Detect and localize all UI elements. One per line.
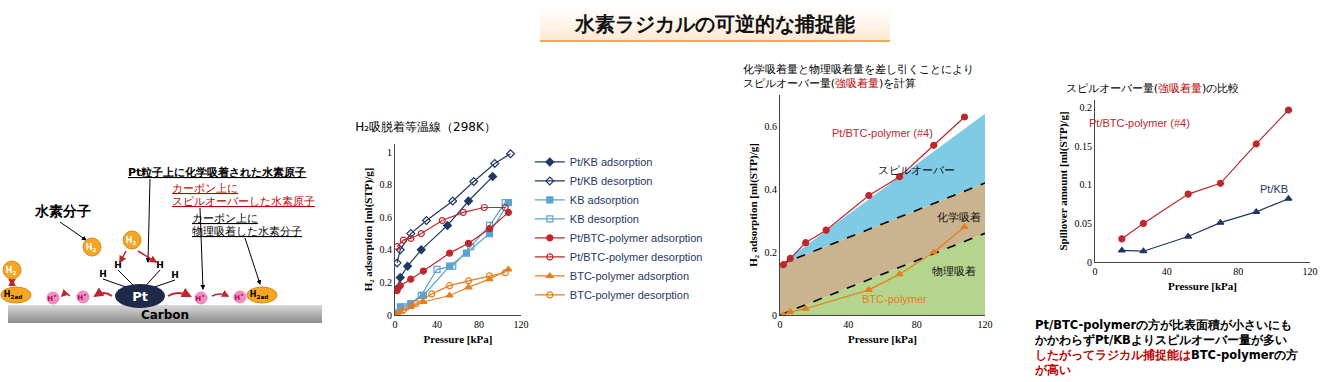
svg-text:Pressure [kPa]: Pressure [kPa]	[1168, 280, 1237, 292]
svg-text:H: H	[99, 269, 107, 279]
svg-text:80: 80	[1233, 266, 1243, 277]
svg-text:0.2: 0.2	[380, 277, 393, 288]
svg-text:0.2: 0.2	[765, 247, 778, 258]
svg-text:Pt/BTC-polymer desorption: Pt/BTC-polymer desorption	[570, 251, 703, 263]
svg-text:KB desorption: KB desorption	[570, 213, 639, 225]
svg-text:H•: H•	[77, 292, 86, 302]
svg-text:80: 80	[474, 319, 484, 330]
svg-text:H₂ adsorption [ml(STP)/g]: H₂ adsorption [ml(STP)/g]	[747, 143, 760, 267]
svg-text:1: 1	[387, 147, 392, 158]
svg-text:H₂ adsorption [ml(STP)/g]: H₂ adsorption [ml(STP)/g]	[362, 168, 375, 292]
svg-text:Pt/KB: Pt/KB	[1260, 183, 1288, 195]
svg-text:Pt: Pt	[132, 289, 148, 304]
svg-text:40: 40	[432, 319, 442, 330]
svg-text:Pressure [kPa]: Pressure [kPa]	[848, 333, 917, 345]
svg-text:スピルオーバー: スピルオーバー	[878, 164, 955, 177]
html-text:が高い: が高い	[1035, 363, 1071, 377]
svg-text:0.6: 0.6	[380, 212, 393, 223]
svg-text:0.05: 0.05	[1075, 218, 1093, 229]
svg-text:0.15: 0.15	[1075, 141, 1093, 152]
svg-text:H: H	[156, 260, 164, 270]
svg-text:0.4: 0.4	[765, 184, 778, 195]
svg-text:0: 0	[1093, 266, 1098, 277]
svg-text:H•: H•	[47, 293, 56, 303]
html-text:かかわらずPt/KBよりスピルオーバー量が多い: かかわらずPt/KBよりスピルオーバー量が多い	[1035, 333, 1287, 347]
svg-text:0: 0	[387, 310, 392, 321]
svg-text:0.1: 0.1	[1080, 179, 1093, 190]
svg-text:120: 120	[514, 319, 529, 330]
svg-text:Spillover amount [ml(STP)/g]: Spillover amount [ml(STP)/g]	[1057, 111, 1070, 250]
svg-text:Pressure [kPa]: Pressure [kPa]	[424, 333, 493, 345]
svg-text:水素分子: 水素分子	[34, 203, 91, 219]
svg-text:0: 0	[772, 310, 777, 321]
svg-text:BTC-polymer adsorption: BTC-polymer adsorption	[570, 270, 689, 282]
svg-text:スピルオーバー量(強吸着量)の比較: スピルオーバー量(強吸着量)の比較	[1066, 82, 1240, 95]
svg-text:H•: H•	[234, 292, 243, 302]
svg-text:0: 0	[393, 319, 398, 330]
svg-text:Pt/KB adsorption: Pt/KB adsorption	[570, 156, 653, 168]
svg-text:0.8: 0.8	[380, 179, 393, 190]
svg-text:0.6: 0.6	[765, 121, 778, 132]
svg-text:40: 40	[1162, 266, 1172, 277]
svg-text:H2ad: H2ad	[250, 290, 268, 300]
svg-text:物理吸着: 物理吸着	[932, 265, 976, 278]
svg-text:カーボン上に: カーボン上に	[192, 212, 258, 225]
svg-text:0.4: 0.4	[380, 244, 393, 255]
svg-text:H₂吸脱着等温線（298K）: H₂吸脱着等温線（298K）	[355, 120, 496, 134]
svg-text:スピルオーバーした水素原子: スピルオーバーした水素原子	[172, 195, 315, 208]
svg-text:化学吸着量と物理吸着量を差し引くことによりスピルオーバー量(: 化学吸着量と物理吸着量を差し引くことによりスピルオーバー量(強吸着量)を計算	[743, 63, 974, 90]
svg-text:Pt/BTC-polymer adsorption: Pt/BTC-polymer adsorption	[570, 232, 703, 244]
svg-text:H2ad: H2ad	[4, 290, 22, 300]
svg-text:Pt/BTC-polymer (#4): Pt/BTC-polymer (#4)	[1089, 117, 1190, 129]
svg-text:BTC-polymer desorption: BTC-polymer desorption	[570, 289, 689, 301]
html-text:Pt/BTC-polymerの方が比表面積が小さいにも: Pt/BTC-polymerの方が比表面積が小さいにも	[1035, 318, 1293, 332]
svg-text:Pt粒子上に化学吸着された水素原子: Pt粒子上に化学吸着された水素原子	[128, 166, 306, 179]
svg-text:H•: H•	[195, 293, 204, 303]
svg-text:120: 120	[978, 319, 993, 330]
svg-text:H2: H2	[86, 243, 97, 253]
svg-text:カーボン上に: カーボン上に	[172, 182, 238, 195]
svg-text:Pt/BTC-polymer (#4): Pt/BTC-polymer (#4)	[832, 127, 933, 139]
svg-text:物理吸着した水素分子: 物理吸着した水素分子	[192, 225, 302, 238]
svg-text:0: 0	[778, 319, 783, 330]
svg-text:40: 40	[843, 319, 853, 330]
svg-text:H2: H2	[126, 236, 137, 246]
svg-text:0.2: 0.2	[1080, 102, 1093, 113]
svg-text:Pt/KB desorption: Pt/KB desorption	[570, 175, 653, 187]
svg-text:120: 120	[1303, 266, 1318, 277]
svg-text:H: H	[171, 270, 179, 280]
svg-text:BTC-polymer: BTC-polymer	[862, 293, 927, 305]
svg-text:KB adsorption: KB adsorption	[570, 194, 639, 206]
svg-text:Carbon: Carbon	[141, 308, 189, 322]
svg-text:80: 80	[912, 319, 922, 330]
html-text:したがってラジカル捕捉能はBTC-polymerの方: したがってラジカル捕捉能はBTC-polymerの方	[1035, 348, 1299, 362]
svg-text:H2: H2	[6, 266, 17, 276]
svg-text:H: H	[114, 260, 122, 270]
svg-text:化学吸着: 化学吸着	[937, 211, 981, 224]
html-text:水素ラジカルの可逆的な捕捉能: 水素ラジカルの可逆的な捕捉能	[575, 12, 855, 36]
svg-text:0: 0	[1087, 257, 1092, 268]
